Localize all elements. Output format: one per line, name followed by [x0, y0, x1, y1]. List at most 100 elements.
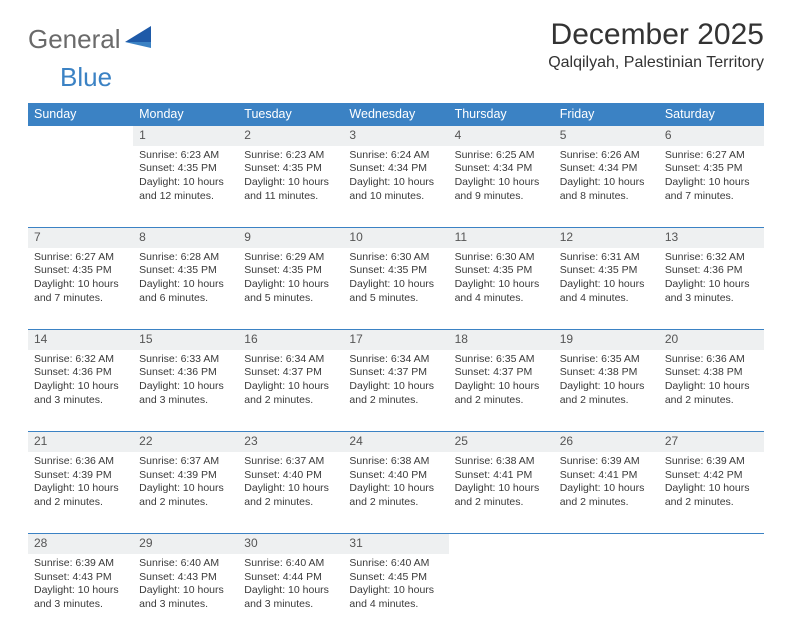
day-number-cell: 27 — [659, 432, 764, 452]
daylight-line: Daylight: 10 hours and 7 minutes. — [665, 176, 758, 203]
daylight-line: Daylight: 10 hours and 2 minutes. — [349, 482, 442, 509]
day-number-cell — [28, 126, 133, 146]
daylight-line: Daylight: 10 hours and 3 minutes. — [665, 278, 758, 305]
sunrise-line: Sunrise: 6:33 AM — [139, 353, 232, 367]
sunrise-line: Sunrise: 6:24 AM — [349, 149, 442, 163]
daylight-line: Daylight: 10 hours and 3 minutes. — [34, 584, 127, 611]
day-number-cell: 10 — [343, 228, 448, 248]
sunrise-line: Sunrise: 6:27 AM — [665, 149, 758, 163]
sunset-line: Sunset: 4:35 PM — [665, 162, 758, 176]
sunset-line: Sunset: 4:39 PM — [139, 469, 232, 483]
sunset-line: Sunset: 4:45 PM — [349, 571, 442, 585]
logo-word2: Blue — [28, 62, 112, 93]
daynum-row: 21222324252627 — [28, 432, 764, 452]
daylight-line: Daylight: 10 hours and 2 minutes. — [455, 380, 548, 407]
day-number-cell: 22 — [133, 432, 238, 452]
sunset-line: Sunset: 4:35 PM — [244, 264, 337, 278]
content-row: Sunrise: 6:36 AMSunset: 4:39 PMDaylight:… — [28, 452, 764, 534]
daylight-line: Daylight: 10 hours and 6 minutes. — [139, 278, 232, 305]
month-title: December 2025 — [548, 18, 764, 52]
day-number-cell: 12 — [554, 228, 659, 248]
sunset-line: Sunset: 4:34 PM — [455, 162, 548, 176]
sunset-line: Sunset: 4:43 PM — [34, 571, 127, 585]
day-content-cell: Sunrise: 6:30 AMSunset: 4:35 PMDaylight:… — [343, 248, 448, 330]
day-number-cell: 28 — [28, 534, 133, 554]
day-number-cell: 13 — [659, 228, 764, 248]
sunset-line: Sunset: 4:38 PM — [560, 366, 653, 380]
day-content-cell: Sunrise: 6:34 AMSunset: 4:37 PMDaylight:… — [238, 350, 343, 432]
daylight-line: Daylight: 10 hours and 4 minutes. — [560, 278, 653, 305]
content-row: Sunrise: 6:23 AMSunset: 4:35 PMDaylight:… — [28, 146, 764, 228]
calendar-body: 123456Sunrise: 6:23 AMSunset: 4:35 PMDay… — [28, 126, 764, 636]
sunset-line: Sunset: 4:34 PM — [560, 162, 653, 176]
sunset-line: Sunset: 4:35 PM — [560, 264, 653, 278]
sunset-line: Sunset: 4:35 PM — [139, 162, 232, 176]
day-number-cell: 19 — [554, 330, 659, 350]
sunrise-line: Sunrise: 6:28 AM — [139, 251, 232, 265]
day-content-cell: Sunrise: 6:27 AMSunset: 4:35 PMDaylight:… — [659, 146, 764, 228]
sunset-line: Sunset: 4:36 PM — [34, 366, 127, 380]
sunset-line: Sunset: 4:37 PM — [244, 366, 337, 380]
sunrise-line: Sunrise: 6:40 AM — [139, 557, 232, 571]
sunrise-line: Sunrise: 6:37 AM — [139, 455, 232, 469]
daynum-row: 78910111213 — [28, 228, 764, 248]
day-content-cell: Sunrise: 6:27 AMSunset: 4:35 PMDaylight:… — [28, 248, 133, 330]
day-number-cell: 30 — [238, 534, 343, 554]
day-content-cell: Sunrise: 6:30 AMSunset: 4:35 PMDaylight:… — [449, 248, 554, 330]
sunset-line: Sunset: 4:35 PM — [139, 264, 232, 278]
sunset-line: Sunset: 4:41 PM — [455, 469, 548, 483]
day-content-cell: Sunrise: 6:37 AMSunset: 4:40 PMDaylight:… — [238, 452, 343, 534]
sunset-line: Sunset: 4:39 PM — [34, 469, 127, 483]
daylight-line: Daylight: 10 hours and 3 minutes. — [244, 584, 337, 611]
sunrise-line: Sunrise: 6:30 AM — [455, 251, 548, 265]
sunset-line: Sunset: 4:42 PM — [665, 469, 758, 483]
daylight-line: Daylight: 10 hours and 3 minutes. — [139, 380, 232, 407]
sunset-line: Sunset: 4:41 PM — [560, 469, 653, 483]
weekday-header: Tuesday — [238, 103, 343, 126]
sunrise-line: Sunrise: 6:39 AM — [34, 557, 127, 571]
day-number-cell — [659, 534, 764, 554]
sunset-line: Sunset: 4:37 PM — [455, 366, 548, 380]
location: Qalqilyah, Palestinian Territory — [548, 54, 764, 72]
day-content-cell: Sunrise: 6:25 AMSunset: 4:34 PMDaylight:… — [449, 146, 554, 228]
day-content-cell: Sunrise: 6:35 AMSunset: 4:38 PMDaylight:… — [554, 350, 659, 432]
sunrise-line: Sunrise: 6:23 AM — [244, 149, 337, 163]
day-content-cell: Sunrise: 6:26 AMSunset: 4:34 PMDaylight:… — [554, 146, 659, 228]
daylight-line: Daylight: 10 hours and 10 minutes. — [349, 176, 442, 203]
logo-shape-icon — [125, 26, 151, 53]
weekday-header: Saturday — [659, 103, 764, 126]
daylight-line: Daylight: 10 hours and 11 minutes. — [244, 176, 337, 203]
sunrise-line: Sunrise: 6:40 AM — [244, 557, 337, 571]
day-content-cell: Sunrise: 6:23 AMSunset: 4:35 PMDaylight:… — [133, 146, 238, 228]
daylight-line: Daylight: 10 hours and 2 minutes. — [244, 380, 337, 407]
daylight-line: Daylight: 10 hours and 2 minutes. — [560, 380, 653, 407]
weekday-header: Sunday — [28, 103, 133, 126]
daylight-line: Daylight: 10 hours and 2 minutes. — [244, 482, 337, 509]
sunrise-line: Sunrise: 6:36 AM — [34, 455, 127, 469]
daylight-line: Daylight: 10 hours and 4 minutes. — [455, 278, 548, 305]
sunrise-line: Sunrise: 6:27 AM — [34, 251, 127, 265]
sunset-line: Sunset: 4:38 PM — [665, 366, 758, 380]
sunrise-line: Sunrise: 6:35 AM — [560, 353, 653, 367]
day-content-cell: Sunrise: 6:36 AMSunset: 4:39 PMDaylight:… — [28, 452, 133, 534]
day-number-cell: 14 — [28, 330, 133, 350]
day-number-cell: 25 — [449, 432, 554, 452]
daylight-line: Daylight: 10 hours and 2 minutes. — [665, 380, 758, 407]
title-block: December 2025 Qalqilyah, Palestinian Ter… — [548, 18, 764, 72]
content-row: Sunrise: 6:27 AMSunset: 4:35 PMDaylight:… — [28, 248, 764, 330]
daylight-line: Daylight: 10 hours and 5 minutes. — [244, 278, 337, 305]
sunrise-line: Sunrise: 6:39 AM — [560, 455, 653, 469]
sunset-line: Sunset: 4:35 PM — [349, 264, 442, 278]
day-content-cell: Sunrise: 6:35 AMSunset: 4:37 PMDaylight:… — [449, 350, 554, 432]
day-number-cell: 16 — [238, 330, 343, 350]
sunrise-line: Sunrise: 6:38 AM — [349, 455, 442, 469]
day-number-cell: 6 — [659, 126, 764, 146]
daylight-line: Daylight: 10 hours and 2 minutes. — [349, 380, 442, 407]
day-content-cell: Sunrise: 6:39 AMSunset: 4:41 PMDaylight:… — [554, 452, 659, 534]
sunrise-line: Sunrise: 6:34 AM — [349, 353, 442, 367]
sunset-line: Sunset: 4:43 PM — [139, 571, 232, 585]
day-number-cell: 17 — [343, 330, 448, 350]
sunrise-line: Sunrise: 6:35 AM — [455, 353, 548, 367]
day-content-cell: Sunrise: 6:31 AMSunset: 4:35 PMDaylight:… — [554, 248, 659, 330]
day-number-cell: 18 — [449, 330, 554, 350]
